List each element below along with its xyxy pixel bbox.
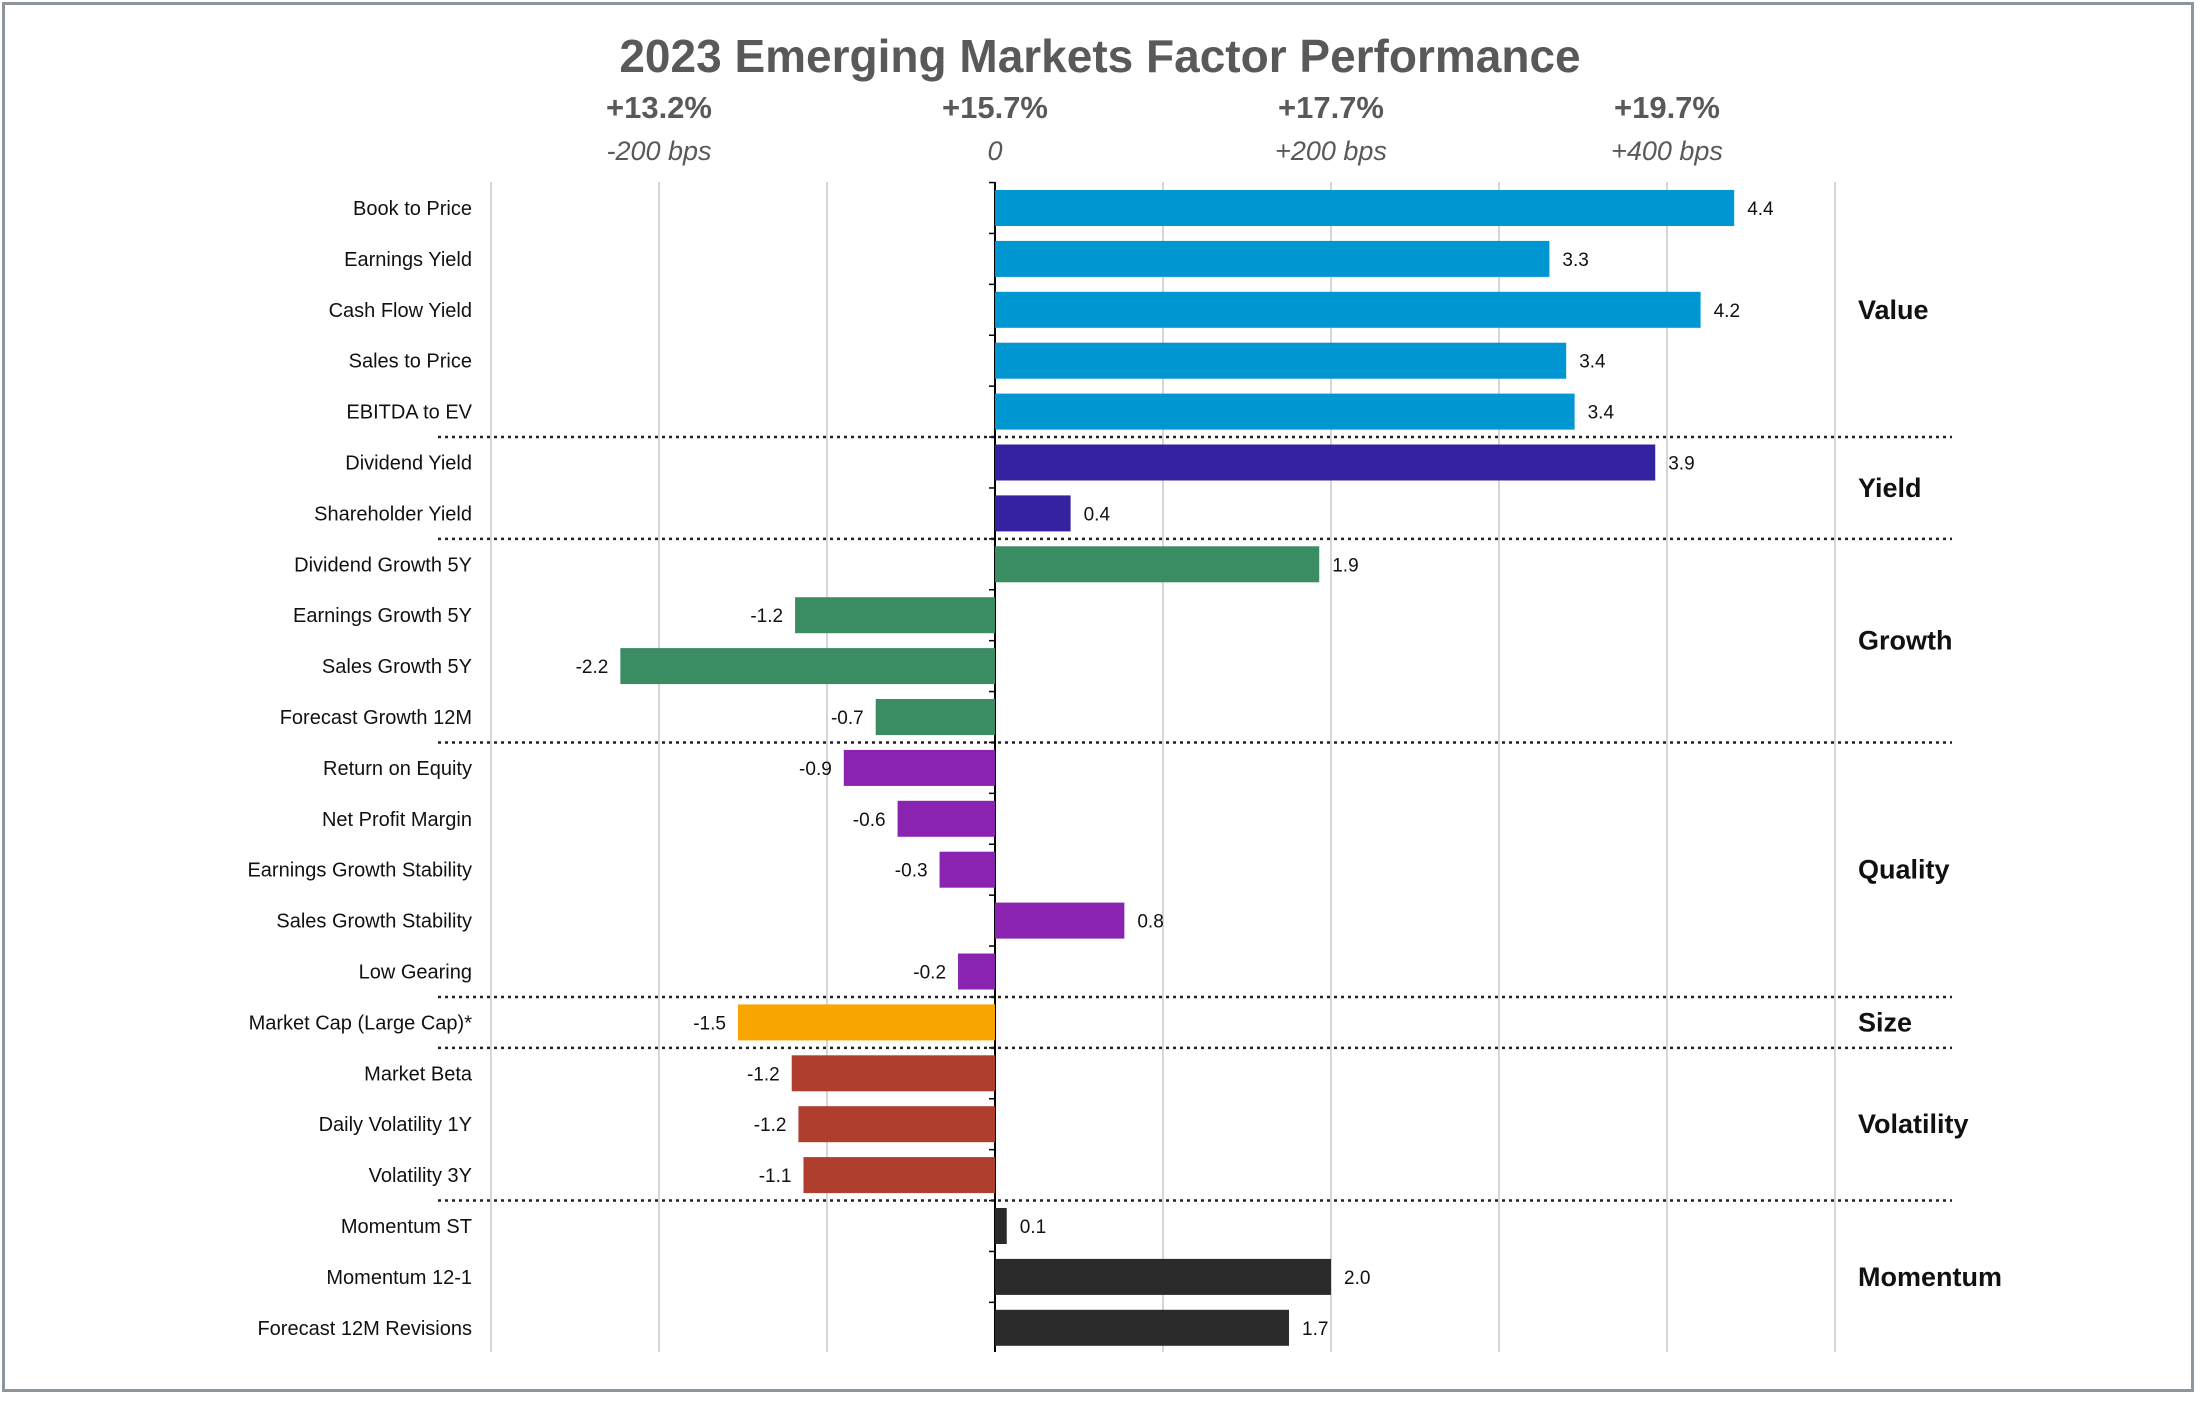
category-label-cash-flow-yield: Cash Flow Yield — [329, 300, 472, 322]
group-labels: Value Yield Growth Quality Size Volatility Mom… — [1858, 295, 2002, 1292]
category-label-sales-growth-5y: Sales Growth 5Y — [322, 656, 472, 678]
value-labels: 4.4 3.3 4.2 3.4 3.4 3.9 0.4 1.9 -1.2 -2.2 -0.7 -0.9… — [576, 199, 1774, 1340]
top-axis-label-1: +15.7% — [942, 90, 1048, 125]
category-label-return-on-equity: Return on Equity — [323, 758, 472, 780]
bars — [620, 190, 1735, 1346]
category-label-book-to-price: Book to Price — [353, 198, 472, 220]
top-axis-label-2: +17.7% — [1278, 90, 1384, 125]
category-label-earnings-growth-stability: Earnings Growth Stability — [247, 860, 472, 882]
value-label-momentum-12-1: 2.0 — [1344, 1268, 1370, 1289]
value-label-cash-flow-yield: 4.2 — [1714, 301, 1740, 322]
bar-daily-volatility-1y — [798, 1106, 995, 1143]
value-label-dividend-yield: 3.9 — [1668, 454, 1694, 475]
category-label-market-beta: Market Beta — [364, 1063, 473, 1085]
bar-low-gearing — [958, 953, 995, 990]
category-label-earnings-growth-5y: Earnings Growth 5Y — [293, 605, 472, 627]
value-label-market-cap-large-cap: -1.5 — [693, 1013, 726, 1034]
value-label-market-beta: -1.2 — [747, 1064, 780, 1085]
top-axis: +13.2% -200 bps +15.7% 0 +17.7% +200 bps +19.7… — [606, 90, 1723, 166]
category-label-ebitda-to-ev: EBITDA to EV — [346, 402, 472, 424]
category-label-sales-growth-stability: Sales Growth Stability — [276, 911, 472, 933]
top-axis-label-0: +13.2% — [606, 90, 712, 125]
value-label-ebitda-to-ev: 3.4 — [1588, 403, 1615, 424]
bar-cash-flow-yield — [995, 291, 1701, 328]
bar-earnings-yield — [995, 240, 1550, 277]
bar-momentum-12-1 — [995, 1258, 1331, 1295]
category-label-momentum-st: Momentum ST — [341, 1216, 472, 1238]
bar-net-profit-margin — [897, 800, 995, 837]
category-label-dividend-growth-5y: Dividend Growth 5Y — [294, 554, 472, 576]
bar-market-beta — [791, 1055, 995, 1092]
category-label-net-profit-margin: Net Profit Margin — [322, 809, 472, 831]
value-label-forecast-12m-revisions: 1.7 — [1302, 1319, 1328, 1340]
category-label-momentum-12-1: Momentum 12-1 — [326, 1267, 472, 1289]
category-label-shareholder-yield: Shareholder Yield — [314, 503, 472, 525]
bar-sales-growth-stability — [995, 902, 1125, 939]
value-label-return-on-equity: -0.9 — [799, 759, 832, 780]
group-separators — [438, 435, 1952, 1202]
value-label-book-to-price: 4.4 — [1747, 199, 1774, 220]
bar-dividend-yield — [995, 444, 1656, 481]
value-label-daily-volatility-1y: -1.2 — [754, 1115, 787, 1136]
category-label-sales-to-price: Sales to Price — [349, 351, 472, 373]
value-label-earnings-growth-5y: -1.2 — [750, 606, 783, 627]
value-label-sales-growth-stability: 0.8 — [1137, 912, 1163, 933]
chart-title: 2023 Emerging Markets Factor Performance — [619, 30, 1580, 82]
group-label-volatility: Volatility — [1858, 1109, 1969, 1139]
value-label-sales-to-price: 3.4 — [1579, 352, 1606, 373]
value-label-forecast-growth-12m: -0.7 — [831, 708, 864, 729]
bar-dividend-growth-5y — [995, 546, 1320, 583]
category-label-dividend-yield: Dividend Yield — [345, 453, 472, 475]
bar-shareholder-yield — [995, 495, 1071, 532]
bar-volatility-3y — [803, 1157, 995, 1194]
value-label-net-profit-margin: -0.6 — [853, 810, 886, 831]
category-label-market-cap-large-cap: Market Cap (Large Cap)* — [249, 1012, 473, 1034]
top-axis-sublabel-1: 0 — [987, 136, 1002, 166]
bar-book-to-price — [995, 190, 1735, 226]
bar-sales-growth-5y — [620, 648, 995, 685]
bar-ebitda-to-ev — [995, 393, 1575, 430]
group-label-momentum: Momentum — [1858, 1262, 2002, 1292]
value-label-shareholder-yield: 0.4 — [1084, 504, 1111, 525]
category-labels: Book to Price Earnings Yield Cash Flow Yie… — [247, 198, 472, 1340]
value-label-volatility-3y: -1.1 — [759, 1166, 792, 1187]
bar-forecast-growth-12m — [875, 699, 995, 735]
category-label-low-gearing: Low Gearing — [359, 962, 472, 984]
bar-forecast-12m-revisions — [995, 1309, 1289, 1346]
value-label-earnings-yield: 3.3 — [1562, 250, 1588, 271]
bar-earnings-growth-5y — [795, 597, 995, 634]
group-label-value: Value — [1858, 295, 1929, 325]
value-label-low-gearing: -0.2 — [913, 963, 946, 984]
group-label-size: Size — [1858, 1007, 1912, 1037]
category-label-forecast-growth-12m: Forecast Growth 12M — [280, 707, 472, 729]
value-label-sales-growth-5y: -2.2 — [576, 657, 609, 678]
category-label-volatility-3y: Volatility 3Y — [369, 1165, 472, 1187]
group-label-yield: Yield — [1858, 473, 1922, 503]
top-axis-label-3: +19.7% — [1614, 90, 1720, 125]
top-axis-sublabel-3: +400 bps — [1611, 136, 1723, 166]
top-axis-sublabel-2: +200 bps — [1275, 136, 1387, 166]
value-label-dividend-growth-5y: 1.9 — [1332, 555, 1358, 576]
value-label-earnings-growth-stability: -0.3 — [895, 861, 928, 882]
category-label-earnings-yield: Earnings Yield — [344, 249, 472, 271]
bar-return-on-equity — [843, 749, 995, 786]
bar-market-cap-large-cap — [737, 1004, 995, 1041]
bar-momentum-st — [995, 1208, 1007, 1244]
bar-earnings-growth-stability — [939, 851, 995, 888]
category-label-daily-volatility-1y: Daily Volatility 1Y — [319, 1114, 472, 1136]
top-axis-sublabel-0: -200 bps — [606, 136, 711, 166]
group-label-growth: Growth — [1858, 626, 1953, 656]
value-label-momentum-st: 0.1 — [1020, 1217, 1046, 1238]
category-label-forecast-12m-revisions: Forecast 12M Revisions — [257, 1318, 472, 1340]
group-label-quality: Quality — [1858, 855, 1950, 885]
bar-sales-to-price — [995, 342, 1567, 379]
